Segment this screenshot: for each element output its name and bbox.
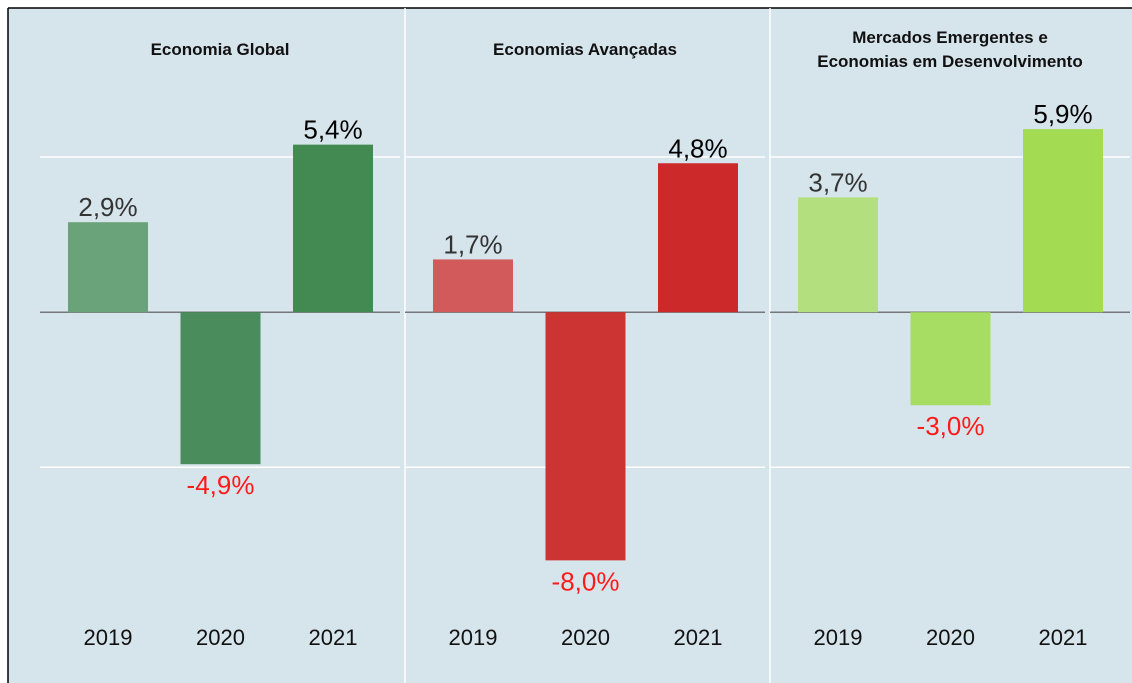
value-label: 1,7% (443, 229, 502, 259)
value-label: 5,4% (303, 115, 362, 145)
bar (1023, 129, 1103, 313)
facet-title: Mercados Emergentes e Economias em Desen… (817, 28, 1083, 71)
value-label: -4,9% (187, 470, 255, 500)
x-tick-label: 2021 (674, 625, 723, 650)
bar (658, 163, 738, 313)
bar (545, 312, 626, 561)
bar (910, 312, 991, 406)
facet-title: Economias Avançadas (493, 40, 677, 59)
bar (798, 197, 878, 313)
x-tick-label: 2020 (926, 625, 975, 650)
x-tick-label: 2020 (561, 625, 610, 650)
x-tick-label: 2019 (449, 625, 498, 650)
x-tick-label: 2021 (1039, 625, 1088, 650)
bar (68, 222, 148, 313)
bar (433, 259, 513, 313)
value-label: -8,0% (552, 566, 620, 596)
value-label: 2,9% (78, 192, 137, 222)
bar (293, 144, 373, 313)
x-tick-label: 2019 (84, 625, 133, 650)
x-tick-label: 2020 (196, 625, 245, 650)
value-label: -3,0% (917, 411, 985, 441)
value-label: 5,9% (1033, 99, 1092, 129)
value-label: 3,7% (808, 167, 867, 197)
bar (180, 312, 261, 465)
value-label: 4,8% (668, 133, 727, 163)
x-tick-label: 2021 (309, 625, 358, 650)
x-tick-label: 2019 (814, 625, 863, 650)
facet-title: Economia Global (150, 40, 290, 59)
